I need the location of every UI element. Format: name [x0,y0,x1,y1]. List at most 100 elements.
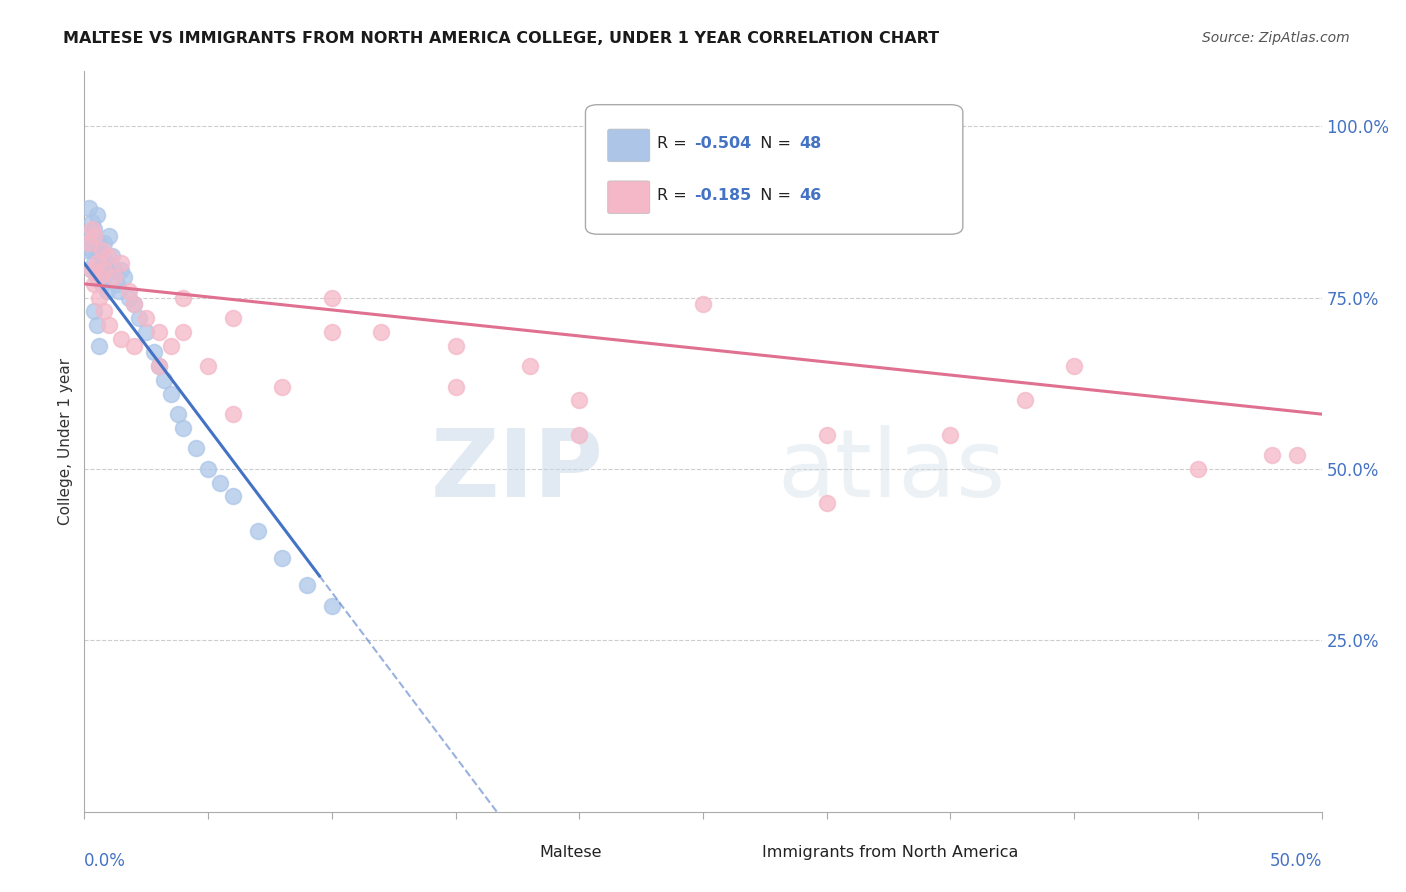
Point [1187,462,1209,476]
Point [93,263,115,277]
Text: 48: 48 [800,136,821,151]
Text: -0.504: -0.504 [695,136,752,151]
Point [93,235,115,250]
Point [519,359,541,373]
Point [86,270,108,285]
Point [118,284,141,298]
Point [100,250,122,264]
Point [370,325,392,339]
Text: N =: N = [749,188,796,203]
Text: N =: N = [749,136,796,151]
Point [321,291,343,305]
Point [93,270,115,285]
Point [142,345,165,359]
Point [568,427,591,442]
Point [321,325,343,339]
Point [222,489,245,503]
Point [86,318,108,332]
Point [184,442,207,456]
Text: -0.185: -0.185 [695,188,752,203]
Point [160,338,183,352]
Point [815,496,838,510]
Point [80,263,103,277]
Point [568,393,591,408]
Point [172,421,194,435]
Text: R =: R = [657,188,692,203]
Text: Source: ZipAtlas.com: Source: ZipAtlas.com [1202,31,1350,45]
Point [167,407,190,421]
Point [86,243,108,257]
FancyBboxPatch shape [607,181,650,213]
Point [103,270,125,285]
Point [89,235,111,250]
Point [86,256,108,270]
Y-axis label: College, Under 1 year: College, Under 1 year [58,358,73,525]
Point [122,297,145,311]
Point [172,325,194,339]
Point [80,243,103,257]
Point [122,297,145,311]
Point [98,263,121,277]
Point [80,263,103,277]
Point [79,202,101,216]
Text: 50.0%: 50.0% [1270,853,1322,871]
FancyBboxPatch shape [503,845,533,862]
Point [89,291,111,305]
Point [90,277,112,291]
Point [80,222,103,236]
Point [79,228,101,243]
Point [1285,448,1308,462]
Point [160,386,183,401]
Point [83,304,105,318]
Point [135,311,157,326]
Point [80,215,103,229]
Point [89,270,111,285]
Point [89,263,111,277]
Point [118,291,141,305]
Point [112,270,135,285]
Point [110,263,132,277]
Point [222,311,245,326]
Point [96,256,118,270]
Point [76,243,98,257]
Point [128,311,150,326]
Point [122,338,145,352]
Point [90,250,112,264]
Text: R =: R = [657,136,692,151]
Point [89,338,111,352]
Text: ZIP: ZIP [432,425,605,517]
Point [1014,393,1036,408]
Point [152,373,174,387]
Point [209,475,232,490]
Point [148,325,170,339]
Point [692,297,714,311]
Point [321,599,343,613]
Point [444,380,467,394]
Point [110,332,132,346]
FancyBboxPatch shape [607,129,650,161]
Point [197,462,219,476]
Point [197,359,219,373]
Point [1261,448,1284,462]
Point [98,318,121,332]
Point [96,284,118,298]
Text: 46: 46 [800,188,821,203]
Point [172,291,194,305]
Point [110,256,132,270]
Point [83,228,105,243]
FancyBboxPatch shape [585,104,963,235]
Point [86,208,108,222]
Text: Maltese: Maltese [540,845,602,860]
Point [93,304,115,318]
Point [83,277,105,291]
Text: Immigrants from North America: Immigrants from North America [762,845,1019,860]
Point [222,407,245,421]
Text: 0.0%: 0.0% [84,853,127,871]
Point [105,277,128,291]
Point [148,359,170,373]
Point [135,325,157,339]
FancyBboxPatch shape [727,845,756,862]
Point [108,284,131,298]
Point [148,359,170,373]
Point [246,524,269,538]
